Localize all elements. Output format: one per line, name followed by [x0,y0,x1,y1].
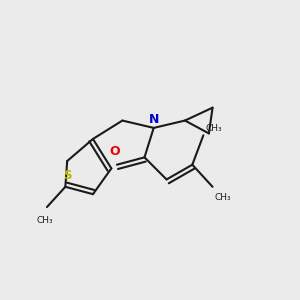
Text: CH₃: CH₃ [37,216,53,225]
Text: CH₃: CH₃ [214,194,231,202]
Text: S: S [63,169,71,182]
Text: O: O [110,145,120,158]
Text: N: N [148,113,159,126]
Text: CH₃: CH₃ [205,124,222,134]
